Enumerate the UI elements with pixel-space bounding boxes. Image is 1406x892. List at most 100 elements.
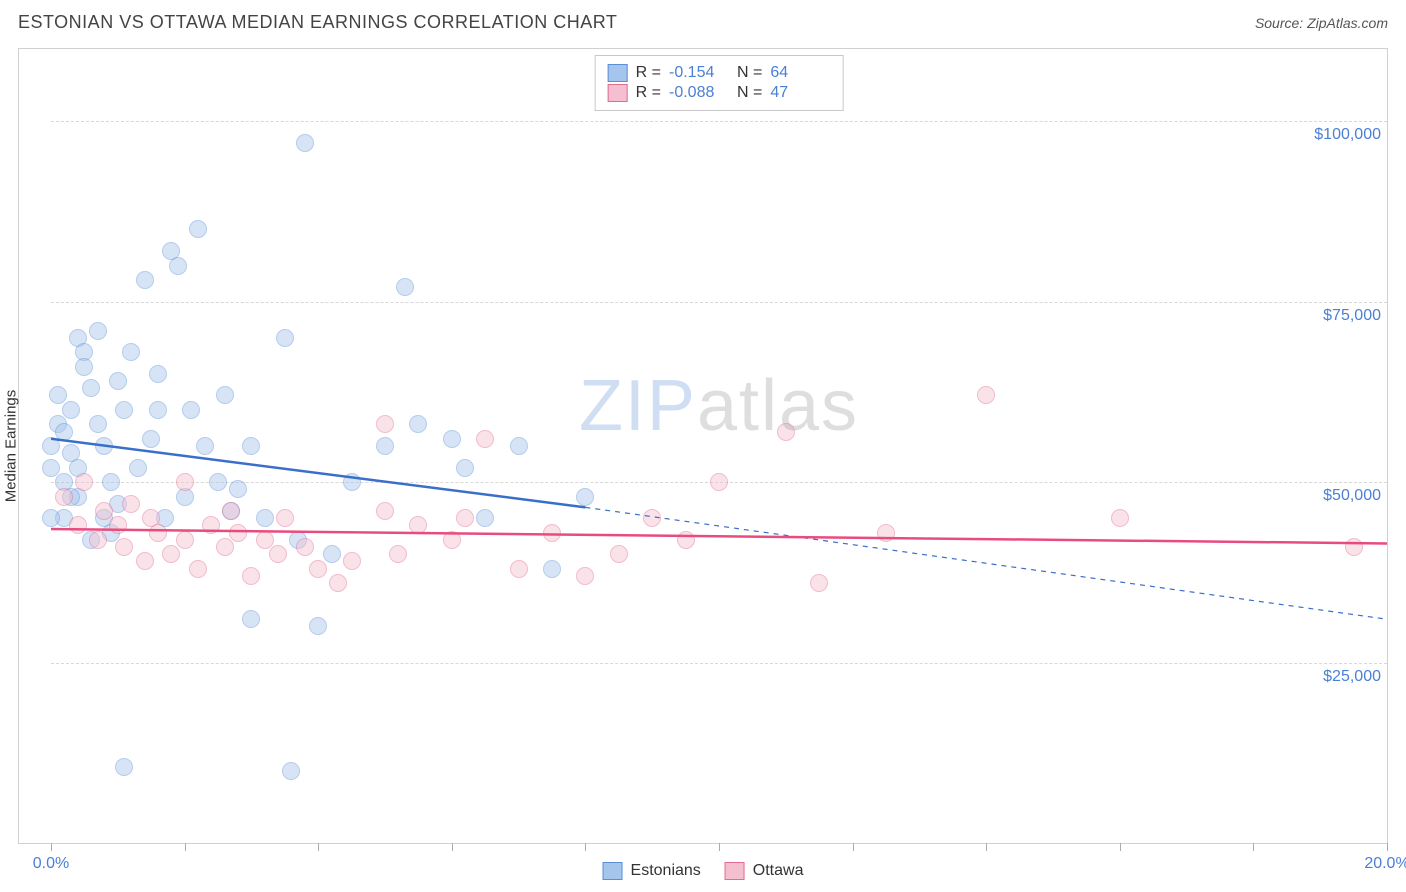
data-point (777, 423, 795, 441)
data-point (677, 531, 695, 549)
data-point (456, 459, 474, 477)
data-point (75, 358, 93, 376)
data-point (189, 220, 207, 238)
n-label: N = (737, 64, 762, 82)
trend-line-dashed (585, 507, 1387, 619)
data-point (256, 509, 274, 527)
source-text: Source: ZipAtlas.com (1255, 15, 1388, 31)
data-point (443, 430, 461, 448)
n-label: N = (737, 84, 762, 102)
data-point (877, 524, 895, 542)
data-point (196, 437, 214, 455)
x-tick (853, 843, 854, 851)
legend-swatch (608, 64, 628, 82)
data-point (89, 531, 107, 549)
correlation-legend: R =-0.154N =64R =-0.088N =47 (595, 55, 844, 111)
data-point (122, 495, 140, 513)
data-point (269, 545, 287, 563)
data-point (643, 509, 661, 527)
legend-swatch (603, 862, 623, 880)
data-point (276, 509, 294, 527)
data-point (476, 509, 494, 527)
data-point (309, 617, 327, 635)
data-point (82, 379, 100, 397)
data-point (176, 473, 194, 491)
data-point (42, 437, 60, 455)
data-point (242, 610, 260, 628)
data-point (1345, 538, 1363, 556)
x-tick (51, 843, 52, 851)
data-point (409, 516, 427, 534)
data-point (89, 415, 107, 433)
x-tick (452, 843, 453, 851)
r-value: -0.154 (669, 64, 729, 82)
x-tick (986, 843, 987, 851)
data-point (75, 473, 93, 491)
data-point (42, 509, 60, 527)
data-point (189, 560, 207, 578)
data-point (176, 531, 194, 549)
x-tick (719, 843, 720, 851)
x-tick (185, 843, 186, 851)
data-point (543, 524, 561, 542)
data-point (396, 278, 414, 296)
source-name: ZipAtlas.com (1307, 15, 1388, 31)
data-point (329, 574, 347, 592)
legend-label: Estonians (631, 862, 701, 880)
data-point (95, 437, 113, 455)
data-point (376, 502, 394, 520)
series-legend: Estonians Ottawa (603, 862, 804, 880)
source-label: Source: (1255, 15, 1307, 31)
data-point (115, 758, 133, 776)
watermark-zip: ZIP (579, 366, 697, 446)
data-point (510, 560, 528, 578)
data-point (576, 488, 594, 506)
data-point (42, 459, 60, 477)
data-point (343, 473, 361, 491)
data-point (89, 322, 107, 340)
legend-row: R =-0.088N =47 (608, 84, 831, 102)
data-point (296, 538, 314, 556)
data-point (242, 437, 260, 455)
trend-line (51, 529, 1387, 543)
gridline (51, 302, 1387, 303)
gridline (51, 663, 1387, 664)
chart-area: Median Earnings ZIPatlas R =-0.154N =64R… (18, 48, 1388, 844)
n-value: 64 (770, 64, 830, 82)
y-tick-label: $100,000 (1314, 126, 1381, 144)
data-point (142, 430, 160, 448)
x-tick-label: 20.0% (1364, 855, 1406, 873)
data-point (129, 459, 147, 477)
data-point (1111, 509, 1129, 527)
data-point (376, 437, 394, 455)
data-point (282, 762, 300, 780)
data-point (456, 509, 474, 527)
data-point (610, 545, 628, 563)
data-point (149, 365, 167, 383)
data-point (69, 516, 87, 534)
data-point (409, 415, 427, 433)
data-point (443, 531, 461, 549)
data-point (109, 516, 127, 534)
data-point (276, 329, 294, 347)
data-point (109, 372, 127, 390)
data-point (343, 552, 361, 570)
x-tick (1120, 843, 1121, 851)
data-point (977, 386, 995, 404)
n-value: 47 (770, 84, 830, 102)
data-point (576, 567, 594, 585)
legend-swatch (725, 862, 745, 880)
data-point (810, 574, 828, 592)
data-point (122, 343, 140, 361)
legend-item: Ottawa (725, 862, 804, 880)
data-point (95, 502, 113, 520)
x-tick (585, 843, 586, 851)
plot-area: ZIPatlas R =-0.154N =64R =-0.088N =47 $2… (51, 49, 1387, 843)
x-tick (1387, 843, 1388, 851)
y-tick-label: $25,000 (1323, 668, 1381, 686)
data-point (296, 134, 314, 152)
data-point (216, 538, 234, 556)
legend-label: Ottawa (753, 862, 804, 880)
legend-item: Estonians (603, 862, 701, 880)
r-value: -0.088 (669, 84, 729, 102)
